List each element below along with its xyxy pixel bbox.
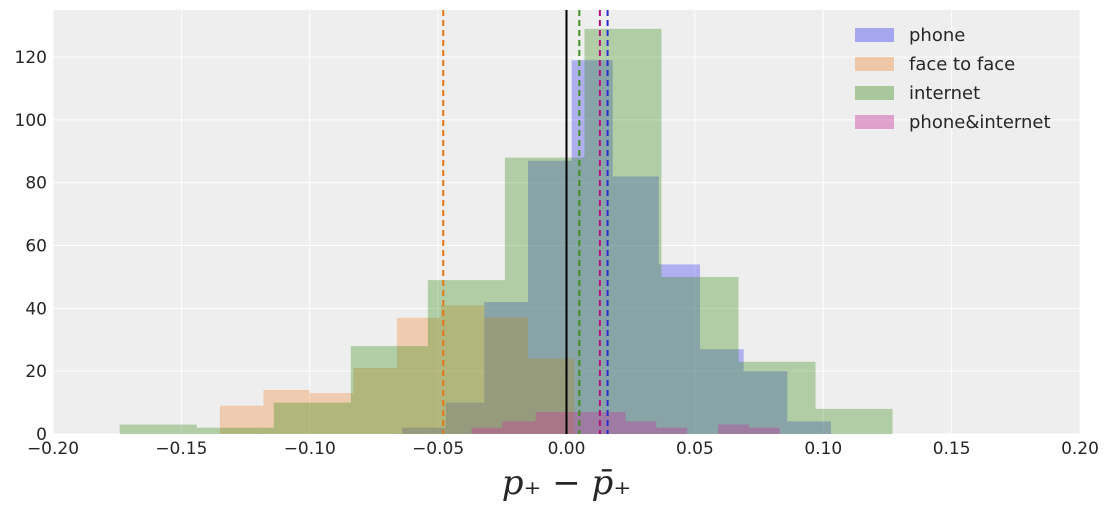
bar-internet-2 [273, 402, 351, 434]
legend-label-face-to-face: face to face [909, 54, 1015, 75]
bar-phone-6 [658, 264, 701, 434]
bar-phone-internet-6 [656, 427, 688, 434]
x-tick-label-2: −0.10 [284, 439, 336, 459]
x-tick-label-7: 0.15 [933, 439, 971, 459]
y-tick-label-3: 60 [25, 237, 47, 257]
x-tick-label-8: 0.20 [1061, 439, 1099, 459]
legend-label-phone-internet: phone&internet [909, 112, 1051, 133]
bar-phone-internet-4 [597, 412, 626, 434]
y-tick-label-4: 80 [25, 174, 47, 194]
bar-internet-0 [119, 424, 197, 434]
bar-internet-6 [584, 28, 662, 434]
bar-face-to-face-1 [263, 390, 310, 434]
bar-face-to-face-6 [484, 317, 528, 434]
bar-phone-5 [612, 176, 659, 434]
bar-internet-7 [661, 276, 739, 434]
bar-phone-internet-0 [471, 427, 503, 434]
y-tick-label-0: 0 [36, 425, 47, 445]
bar-face-to-face-4 [397, 317, 441, 434]
bar-phone-1 [445, 402, 485, 434]
legend: phone face to face internet phone&internet [855, 25, 1051, 133]
bar-face-to-face-3 [353, 368, 398, 434]
bar-phone-internet-1 [502, 421, 536, 434]
bar-face-to-face-0 [219, 405, 264, 434]
bar-phone-internet-9 [748, 427, 780, 434]
bar-phone-8 [743, 371, 788, 434]
y-tick-label-2: 40 [25, 299, 47, 319]
x-tick-label-0: −0.20 [27, 439, 79, 459]
x-axis: −0.20 −0.15 −0.10 −0.05 0.00 0.05 0.10 0.15 0.20 [27, 439, 1099, 459]
bar-face-to-face-5 [440, 305, 485, 434]
bar-internet-9 [815, 408, 893, 434]
bar-phone-internet-3 [566, 412, 598, 434]
series-phone [402, 60, 831, 434]
bar-internet-8 [738, 361, 816, 434]
series-internet [119, 28, 893, 435]
y-tick-label-1: 20 [25, 362, 47, 382]
bar-internet-4 [427, 280, 505, 434]
legend-swatch-phone [855, 28, 894, 42]
y-tick-label-5: 100 [15, 111, 47, 131]
legend-swatch-face-to-face [855, 57, 894, 71]
bar-phone-3 [527, 160, 572, 434]
y-axis: 0 20 40 60 80 100 120 [15, 48, 47, 445]
x-tick-label-6: 0.10 [804, 439, 842, 459]
bar-face-to-face-2 [309, 393, 354, 434]
mean-lines [442, 10, 609, 434]
x-tick-label-3: −0.05 [412, 439, 464, 459]
bar-internet-3 [350, 346, 428, 434]
x-tick-label-1: −0.15 [155, 439, 207, 459]
histogram-bars [119, 28, 893, 435]
bar-internet-5 [504, 157, 585, 435]
legend-swatch-internet [855, 86, 894, 100]
bar-phone-2 [484, 302, 528, 434]
bar-phone-7 [700, 349, 744, 434]
bar-phone-internet-2 [535, 412, 567, 434]
legend-label-phone: phone [909, 25, 965, 46]
legend-label-internet: internet [909, 83, 980, 104]
y-tick-label-6: 120 [15, 48, 47, 68]
bar-phone-internet-8 [717, 424, 749, 434]
x-axis-label: p₊ − p̄₊ [502, 463, 632, 503]
bar-phone-0 [402, 427, 446, 434]
x-tick-label-5: 0.05 [676, 439, 714, 459]
bar-internet-1 [196, 427, 274, 434]
series-phone-internet [471, 412, 780, 434]
bar-phone-9 [787, 421, 831, 434]
x-tick-label-4: 0.00 [548, 439, 586, 459]
legend-swatch-phone-internet [855, 115, 894, 129]
bar-phone-internet-5 [625, 421, 657, 434]
